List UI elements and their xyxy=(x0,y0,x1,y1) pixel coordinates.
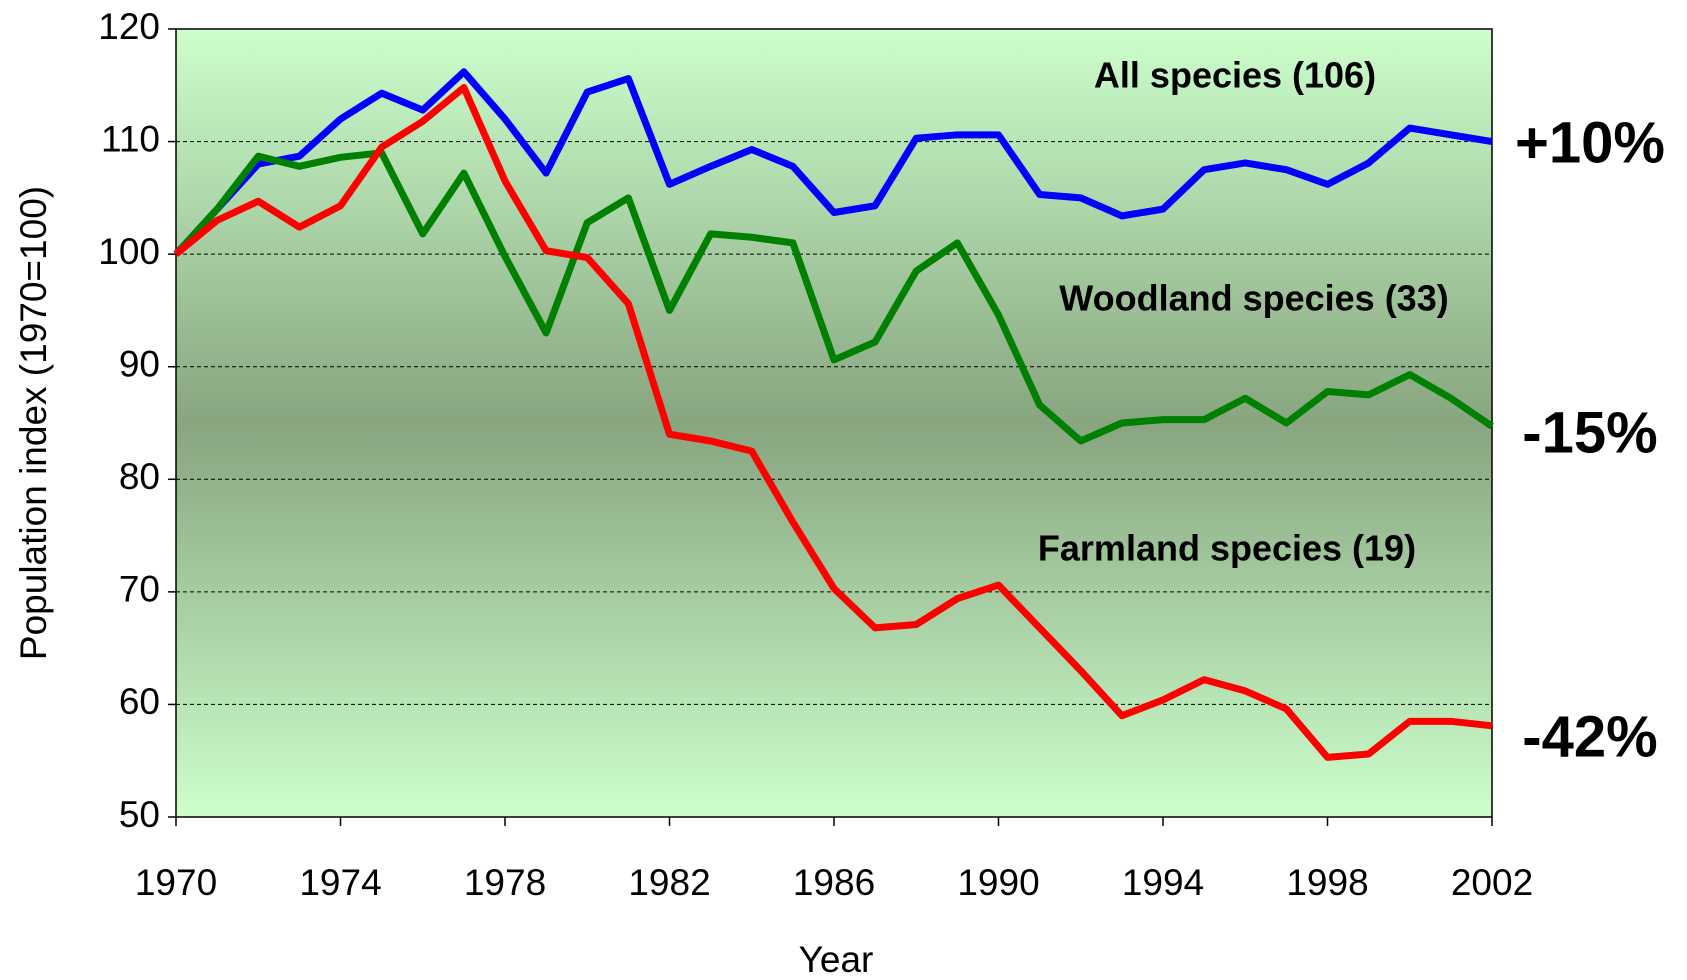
y-tick-label: 60 xyxy=(119,681,160,722)
x-tick-label: 1982 xyxy=(628,862,710,903)
series-line xyxy=(173,68,1493,257)
series-label: Woodland species (33) xyxy=(1059,278,1448,319)
y-tick-label: 100 xyxy=(98,231,160,272)
y-tick-label: 80 xyxy=(119,456,160,497)
series-line xyxy=(173,84,1493,761)
change-label: -15% xyxy=(1522,400,1657,465)
series-label: Farmland species (19) xyxy=(1038,528,1416,569)
change-label: -42% xyxy=(1522,704,1657,769)
y-tick-label: 70 xyxy=(119,569,160,610)
series-label: All species (106) xyxy=(1094,55,1376,96)
series-line xyxy=(173,149,1494,445)
x-tick-label: 1986 xyxy=(793,862,875,903)
x-tick-label: 1994 xyxy=(1122,862,1204,903)
x-axis-title: Year xyxy=(799,939,874,980)
x-tick-label: 1974 xyxy=(299,862,381,903)
y-tick-label: 120 xyxy=(98,6,160,47)
change-label: +10% xyxy=(1515,110,1665,175)
plot-area xyxy=(175,28,1493,818)
x-tick-label: 1978 xyxy=(464,862,546,903)
x-tick-label: 2002 xyxy=(1451,862,1533,903)
y-tick-label: 50 xyxy=(119,794,160,835)
x-tick-label: 1990 xyxy=(957,862,1039,903)
y-axis-title: Population index (1970=100) xyxy=(13,186,54,660)
y-tick-label: 90 xyxy=(119,343,160,384)
x-tick-label: 1998 xyxy=(1286,862,1368,903)
y-tick-label: 110 xyxy=(101,118,160,159)
x-tick-label: 1970 xyxy=(135,862,217,903)
